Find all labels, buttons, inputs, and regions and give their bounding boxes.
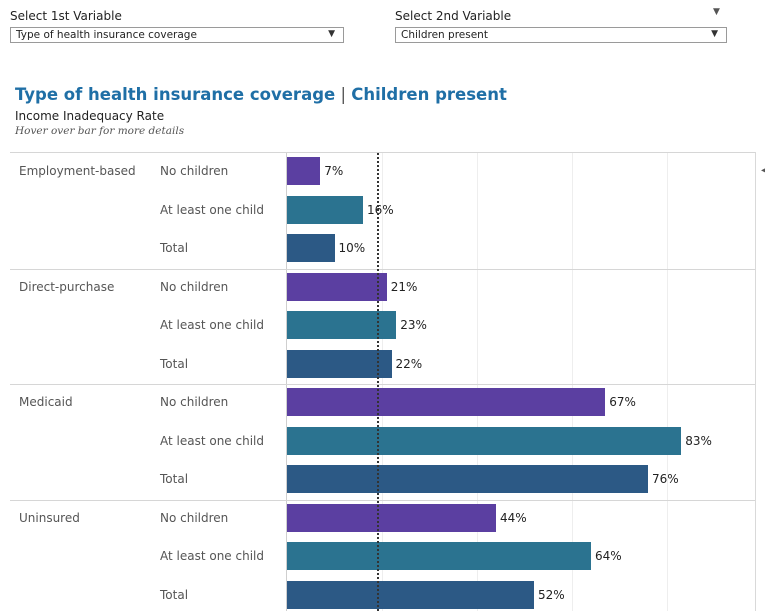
row-label: Total <box>160 587 189 602</box>
bar-employment-based-at-least-one-child[interactable] <box>287 195 363 224</box>
data-label: 64% <box>595 549 622 563</box>
chevron-down-icon: ▼ <box>328 29 335 39</box>
chart-frame <box>10 152 755 612</box>
data-label: 67% <box>609 395 636 409</box>
chart-subtitle: Income Inadequacy Rate <box>15 109 165 123</box>
group-separator <box>10 384 755 385</box>
title-second-variable: Children present <box>351 85 507 104</box>
bar-employment-based-total[interactable] <box>287 234 335 262</box>
data-label: 21% <box>390 279 418 294</box>
data-label: 76% <box>652 472 679 486</box>
row-label: No children <box>160 510 229 525</box>
gridline <box>382 153 383 611</box>
menu-arrow-icon[interactable]: ▼ <box>713 7 720 17</box>
bar-medicaid-total[interactable] <box>287 465 648 493</box>
data-label: 16% <box>367 202 394 217</box>
bar-uninsured-total[interactable] <box>287 580 534 609</box>
second-variable-select[interactable]: Children present ▼ <box>395 27 727 43</box>
gridline <box>477 153 478 611</box>
bar-uninsured-at-least-one-child[interactable] <box>287 542 591 570</box>
title-first-variable: Type of health insurance coverage <box>15 85 336 104</box>
row-label: No children <box>160 279 229 294</box>
row-label: At least one child <box>160 202 264 217</box>
first-variable-value: Type of health insurance coverage <box>16 29 197 41</box>
row-label: At least one child <box>160 318 264 332</box>
data-label: 44% <box>500 510 527 525</box>
group-label-medicaid: Medicaid <box>19 395 73 409</box>
group-label-direct-purchase: Direct-purchase <box>19 279 115 294</box>
chart-title: Type of health insurance coverage | Chil… <box>15 85 507 104</box>
group-label-employment-based: Employment-based <box>19 164 136 178</box>
data-label: 52% <box>538 587 565 602</box>
row-label: At least one child <box>160 433 264 448</box>
data-label: 22% <box>395 356 423 371</box>
first-variable-select[interactable]: Type of health insurance coverage ▼ <box>10 27 344 43</box>
data-label: 7% <box>324 164 344 178</box>
data-label: 83% <box>685 433 712 448</box>
row-label: No children <box>160 395 229 409</box>
second-variable-value: Children present <box>401 29 488 41</box>
hover-hint: Hover over bar for more details <box>15 125 185 137</box>
axis-line <box>286 153 287 611</box>
row-label: Total <box>160 241 189 255</box>
reference-line <box>377 153 380 611</box>
gridline <box>667 153 668 611</box>
collapse-handle-icon[interactable]: ◂ <box>761 165 765 176</box>
row-label: Total <box>160 472 189 486</box>
chevron-down-icon: ▼ <box>711 29 718 39</box>
bar-direct-purchase-no-children[interactable] <box>287 272 387 301</box>
bar-uninsured-no-children[interactable] <box>287 503 496 532</box>
gridline <box>572 153 573 611</box>
group-label-uninsured: Uninsured <box>19 510 80 525</box>
data-label: 10% <box>338 241 366 255</box>
title-separator: | <box>335 85 352 104</box>
row-label: Total <box>160 356 189 371</box>
data-label: 23% <box>400 318 427 332</box>
bar-medicaid-no-children[interactable] <box>287 388 606 416</box>
row-label: At least one child <box>160 549 264 563</box>
bar-medicaid-at-least-one-child[interactable] <box>287 426 682 455</box>
second-variable-label: Select 2nd Variable <box>395 9 512 23</box>
bar-direct-purchase-at-least-one-child[interactable] <box>287 311 397 339</box>
group-separator <box>10 268 755 270</box>
bar-employment-based-no-children[interactable] <box>287 157 321 185</box>
scrollbar-track[interactable] <box>755 152 756 611</box>
group-separator <box>10 499 755 501</box>
row-label: No children <box>160 164 229 178</box>
bar-direct-purchase-total[interactable] <box>287 349 392 378</box>
first-variable-label: Select 1st Variable <box>10 9 122 23</box>
